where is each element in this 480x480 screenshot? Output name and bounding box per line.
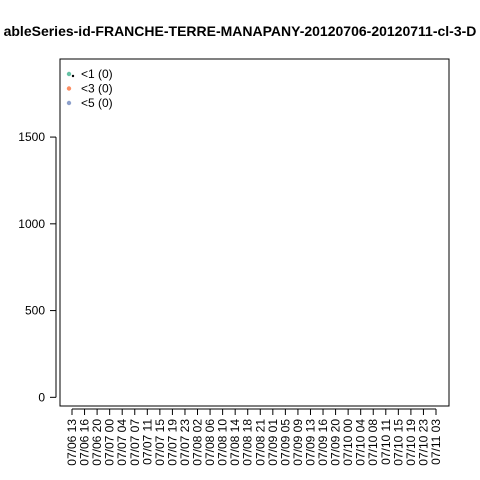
x-tick-label: 07/09 09 <box>291 419 305 466</box>
x-tick-label: 07/10 00 <box>341 419 355 466</box>
x-tick-label: 07/06 20 <box>90 419 104 466</box>
x-tick-label: 07/09 05 <box>278 419 292 466</box>
x-tick-label: 07/06 13 <box>65 419 79 466</box>
x-tick-label: 07/08 02 <box>191 419 205 466</box>
x-tick-label: 07/10 15 <box>391 419 405 466</box>
x-tick-label: 07/08 14 <box>228 419 242 466</box>
x-tick-label: 07/08 18 <box>241 419 255 466</box>
x-tick-label: 07/07 00 <box>103 419 117 466</box>
x-tick-label: 07/10 23 <box>416 419 430 466</box>
x-tick-label: 07/07 15 <box>153 419 167 466</box>
x-tick-label: 07/07 23 <box>178 419 192 466</box>
plot-frame <box>59 58 450 407</box>
y-tick-label: 500 <box>25 304 45 318</box>
x-tick-label: 07/07 19 <box>165 419 179 466</box>
x-tick-label: 07/08 06 <box>203 419 217 466</box>
x-tick-label: 07/10 04 <box>354 419 368 466</box>
legend-label: <5 (0) <box>81 96 113 110</box>
y-tick-label: 1500 <box>18 130 45 144</box>
x-tick-label: 07/07 07 <box>128 419 142 466</box>
y-tick-label: 0 <box>38 390 45 404</box>
x-tick-label: 07/09 16 <box>316 419 330 466</box>
x-tick-label: 07/07 11 <box>140 419 154 465</box>
x-tick-label: 07/10 11 <box>379 419 393 465</box>
x-tick-label: 07/10 08 <box>366 419 380 466</box>
x-tick-label: 07/09 20 <box>329 419 343 466</box>
x-tick-label: 07/06 16 <box>78 419 92 466</box>
chart-title: ableSeries-id-FRANCHE-TERRE-MANAPANY-201… <box>4 23 477 39</box>
x-tick-label: 07/09 01 <box>266 419 280 466</box>
legend-marker <box>66 71 72 77</box>
y-tick-label: 1000 <box>18 217 45 231</box>
legend-label: <1 (0) <box>81 67 113 81</box>
x-tick-label: 07/10 19 <box>404 419 418 466</box>
legend-marker <box>66 100 72 106</box>
x-tick-label: 07/07 04 <box>115 419 129 466</box>
x-tick-label: 07/09 13 <box>303 419 317 466</box>
y-axis: 0 500 1000 1500 <box>18 130 57 404</box>
legend: <1 (0)<3 (0)<5 (0) <box>66 67 113 110</box>
legend-artifact-dot <box>71 74 75 78</box>
x-tick-label: 07/11 03 <box>429 419 443 465</box>
legend-label: <3 (0) <box>81 82 113 96</box>
x-tick-label: 07/08 21 <box>253 419 267 466</box>
x-tick-label: 07/08 10 <box>216 419 230 466</box>
legend-marker <box>66 86 72 91</box>
